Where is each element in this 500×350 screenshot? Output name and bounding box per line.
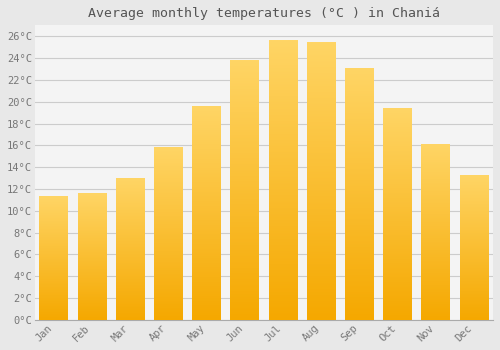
Title: Average monthly temperatures (°C ) in Chaniá: Average monthly temperatures (°C ) in Ch… (88, 7, 440, 20)
